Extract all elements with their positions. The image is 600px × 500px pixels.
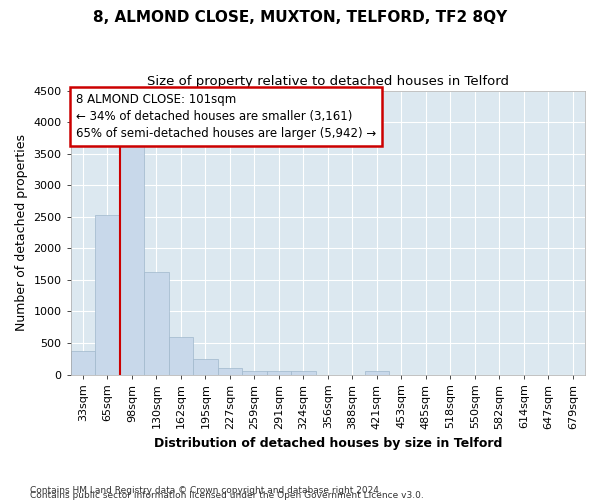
- X-axis label: Distribution of detached houses by size in Telford: Distribution of detached houses by size …: [154, 437, 502, 450]
- Text: 8 ALMOND CLOSE: 101sqm
← 34% of detached houses are smaller (3,161)
65% of semi-: 8 ALMOND CLOSE: 101sqm ← 34% of detached…: [76, 94, 376, 140]
- Text: Contains public sector information licensed under the Open Government Licence v3: Contains public sector information licen…: [30, 491, 424, 500]
- Y-axis label: Number of detached properties: Number of detached properties: [15, 134, 28, 331]
- Bar: [218, 368, 242, 374]
- Bar: [71, 351, 95, 374]
- Bar: [193, 360, 218, 374]
- Bar: [266, 371, 291, 374]
- Bar: [95, 215, 119, 374]
- Bar: [242, 371, 266, 374]
- Bar: [119, 140, 144, 374]
- Bar: [169, 336, 193, 374]
- Bar: [144, 272, 169, 374]
- Text: Contains HM Land Registry data © Crown copyright and database right 2024.: Contains HM Land Registry data © Crown c…: [30, 486, 382, 495]
- Bar: [291, 371, 316, 374]
- Title: Size of property relative to detached houses in Telford: Size of property relative to detached ho…: [147, 75, 509, 88]
- Bar: [365, 371, 389, 374]
- Text: 8, ALMOND CLOSE, MUXTON, TELFORD, TF2 8QY: 8, ALMOND CLOSE, MUXTON, TELFORD, TF2 8Q…: [93, 10, 507, 25]
